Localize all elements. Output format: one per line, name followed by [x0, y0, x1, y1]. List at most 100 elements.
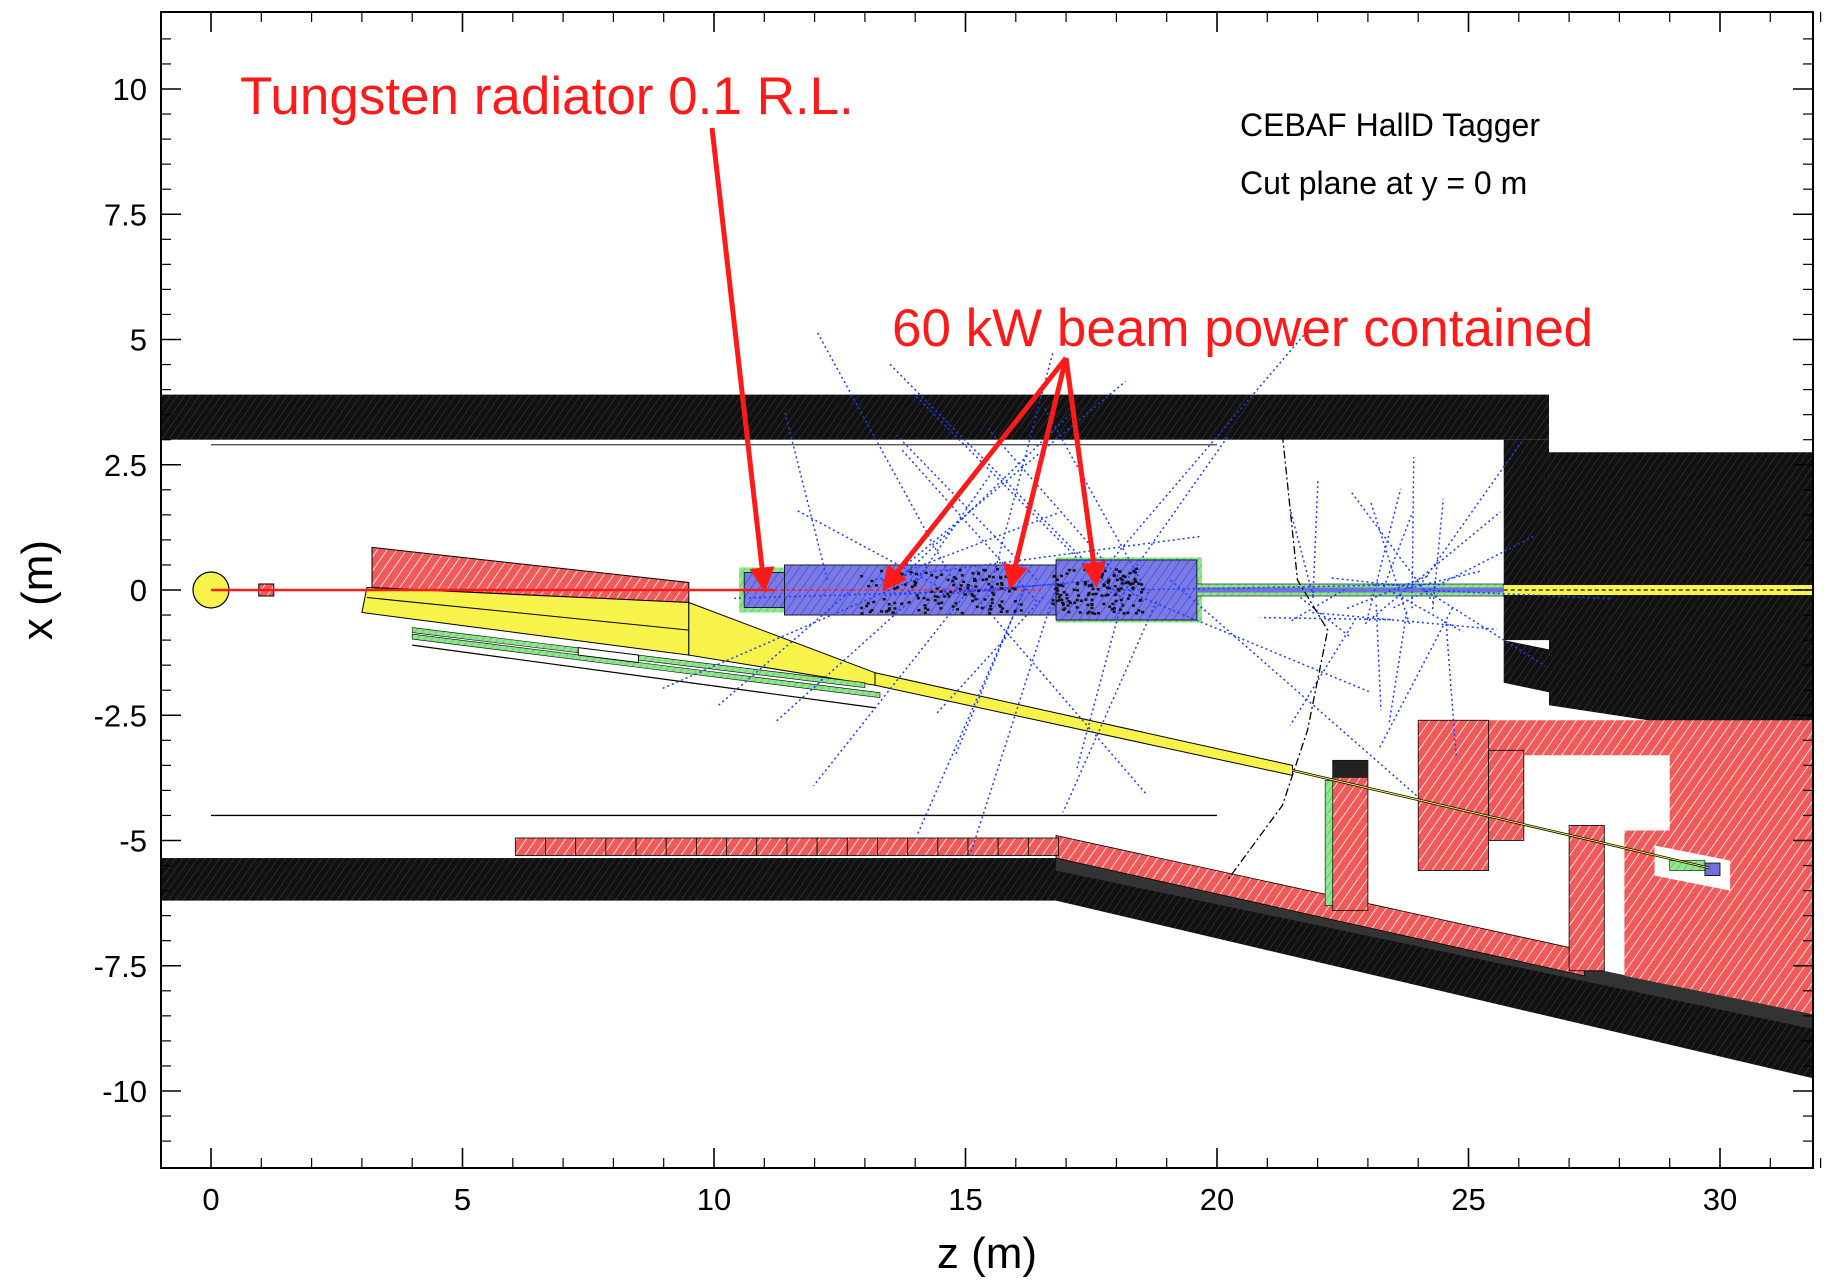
- shower-hit: [971, 594, 975, 597]
- floor-brick: [846, 837, 878, 856]
- floor-brick: [726, 837, 758, 856]
- shower-hit: [949, 590, 953, 594]
- shower-track: [1076, 592, 1126, 769]
- shower-hit: [1051, 602, 1055, 606]
- shower-track: [1116, 436, 1229, 595]
- shower-hit: [1127, 581, 1131, 585]
- floor-brick: [1027, 837, 1059, 856]
- floor-brick: [605, 837, 637, 856]
- shower-hit: [870, 579, 874, 583]
- floor-brick: [877, 837, 909, 856]
- y-tick-label: 2.5: [104, 448, 147, 483]
- shower-hit: [1056, 578, 1060, 582]
- shower-hit: [907, 601, 911, 604]
- shower-hit: [888, 607, 892, 610]
- shower-hit: [880, 610, 884, 613]
- shower-hit: [1137, 609, 1141, 612]
- shield-floor-edge: [1056, 858, 1813, 1030]
- shower-hit: [1010, 586, 1014, 590]
- shower-track: [1350, 491, 1435, 604]
- shower-hit: [954, 602, 958, 605]
- shower-hit: [1139, 598, 1143, 602]
- shower-hit: [933, 595, 937, 598]
- shower-hit: [946, 592, 950, 596]
- shower-hit: [936, 595, 940, 599]
- shower-track: [907, 474, 991, 593]
- shower-hit: [1117, 570, 1121, 573]
- y-tick-label: -10: [102, 1074, 147, 1109]
- shower-hit: [930, 590, 934, 594]
- shower-hit: [860, 612, 864, 615]
- shower-hit: [923, 604, 927, 607]
- x-tick-label: 20: [1200, 1182, 1234, 1217]
- shower-hit: [971, 599, 975, 603]
- shower-hit: [1091, 587, 1095, 591]
- shower-hit: [892, 583, 896, 587]
- shower-hit: [975, 605, 979, 609]
- dump-liner: [1324, 780, 1333, 906]
- shower-hit: [958, 587, 962, 591]
- shower-hit: [943, 595, 947, 598]
- detector-plane-2: [411, 633, 881, 699]
- shower-hit: [1054, 587, 1058, 591]
- shower-hit: [1112, 610, 1116, 613]
- shower-hit: [939, 607, 943, 610]
- shower-track: [1329, 577, 1414, 588]
- shower-track: [900, 448, 1038, 602]
- shower-hit: [1066, 604, 1070, 607]
- shower-hit: [1078, 611, 1082, 614]
- shower-hit: [865, 604, 869, 608]
- shower-hit: [1055, 599, 1059, 603]
- shower-hit: [954, 577, 958, 580]
- shower-hit: [1131, 604, 1135, 607]
- shower-hit: [923, 611, 927, 615]
- shower-hit: [971, 572, 975, 575]
- shower-hit: [1057, 595, 1061, 599]
- shower-track: [795, 509, 946, 591]
- x-tick-label: 5: [454, 1182, 471, 1217]
- shower-hit: [1058, 598, 1062, 602]
- shield-end-wall: [1503, 439, 1549, 641]
- shower-track: [1411, 456, 1415, 609]
- shower-hit: [1106, 580, 1110, 583]
- shower-hit: [1000, 600, 1004, 603]
- shower-hit: [900, 602, 904, 605]
- shower-hit: [987, 582, 991, 586]
- photon-pipe-core: [1196, 587, 1504, 593]
- shower-hit: [989, 607, 993, 611]
- shower-hit: [1091, 593, 1095, 596]
- x-tick-label: 30: [1703, 1182, 1737, 1217]
- shower-track: [1418, 441, 1522, 587]
- shower-hit: [1067, 610, 1071, 614]
- detector-rail: [412, 644, 876, 709]
- shower-track: [1291, 588, 1345, 622]
- floor-brick: [665, 837, 697, 856]
- shower-hit: [1108, 586, 1112, 590]
- shower-hit: [887, 602, 891, 606]
- shower-hit: [1086, 603, 1090, 607]
- shower-hit: [951, 580, 955, 583]
- shower-hit: [985, 578, 989, 581]
- shower-hit: [1131, 582, 1135, 585]
- shower-hit: [995, 582, 999, 586]
- shower-hit: [1134, 612, 1138, 615]
- shower-hit: [1000, 587, 1004, 590]
- floor-brick: [545, 837, 577, 856]
- shower-hit: [1084, 598, 1088, 601]
- shower-hit: [1005, 610, 1009, 613]
- detector-box: [577, 647, 639, 664]
- shower-hit: [959, 584, 963, 587]
- shower-hit: [1119, 598, 1123, 602]
- shower-hit: [958, 569, 962, 572]
- shower-track: [1364, 511, 1501, 625]
- shower-track: [1431, 498, 1445, 610]
- shower-track: [815, 329, 959, 590]
- y-tick-label: 10: [113, 72, 147, 107]
- shower-hit: [930, 573, 934, 577]
- shower-hit: [982, 568, 986, 572]
- shower-hit: [1120, 582, 1124, 585]
- shower-hit: [1137, 582, 1141, 585]
- shower-hit: [1114, 593, 1118, 597]
- shower-hit: [999, 581, 1003, 585]
- dump-block-b: [1488, 749, 1525, 841]
